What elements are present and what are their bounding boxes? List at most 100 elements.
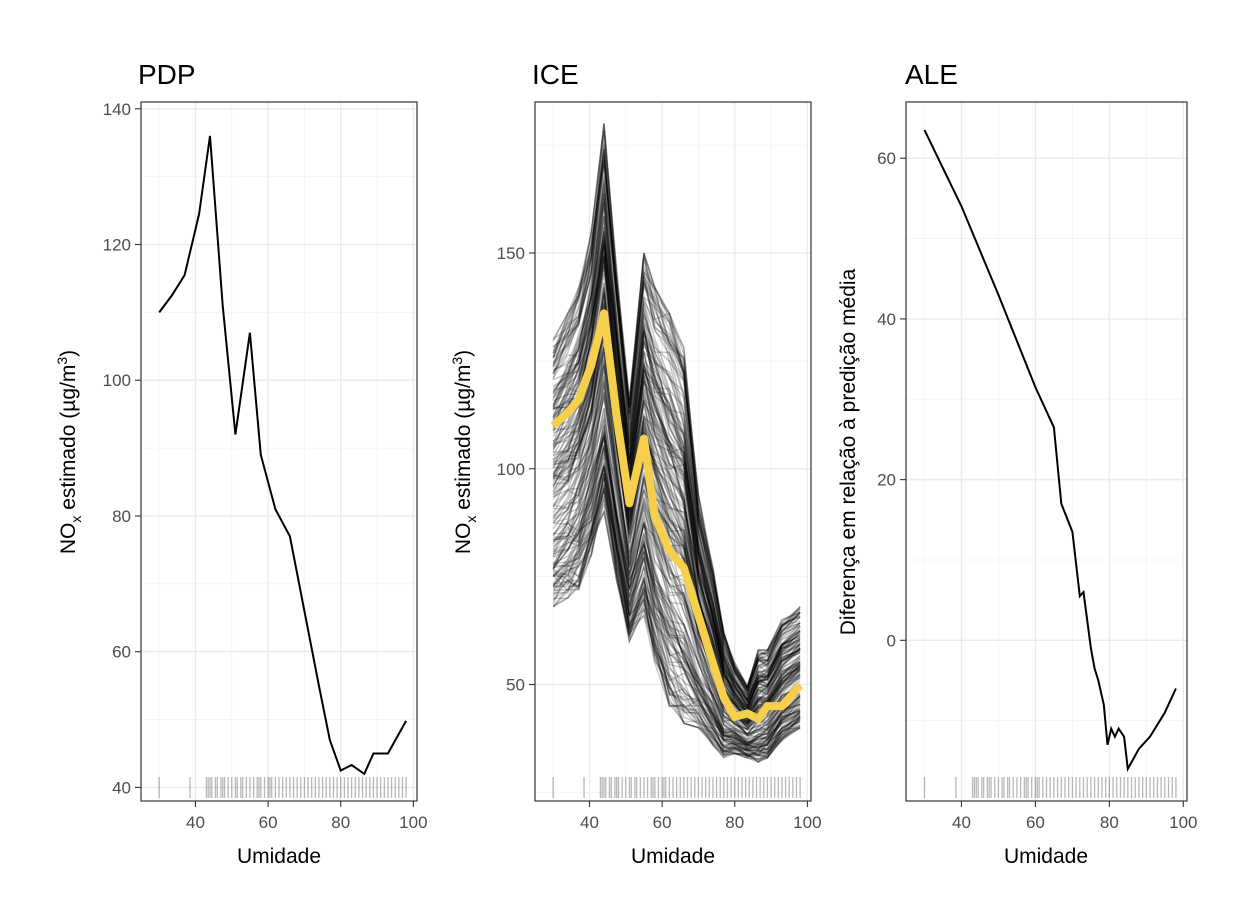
ice-curve bbox=[553, 419, 801, 741]
ice-curve bbox=[552, 233, 801, 710]
ice-curve bbox=[552, 408, 801, 745]
y-tick-label: 140 bbox=[103, 100, 131, 119]
ice-curve bbox=[552, 435, 801, 750]
ice-curve bbox=[552, 316, 801, 719]
ice-curve bbox=[552, 439, 801, 748]
ice-curve bbox=[552, 477, 801, 755]
ice-curve bbox=[552, 472, 801, 758]
ice-curve bbox=[552, 305, 801, 724]
ice-curve bbox=[552, 383, 801, 741]
ice-curve bbox=[552, 433, 801, 746]
ice-curve bbox=[552, 252, 801, 715]
ice-curve bbox=[552, 326, 801, 728]
ice-curve bbox=[552, 236, 801, 705]
ice-curve bbox=[552, 203, 801, 703]
y-tick-label: 100 bbox=[103, 371, 131, 390]
ice-curve bbox=[552, 190, 801, 698]
ice-curve bbox=[552, 473, 801, 751]
ice-curve bbox=[552, 435, 801, 745]
x-tick-label: 40 bbox=[580, 813, 599, 832]
x-axis-title-ale: Umidade bbox=[1004, 845, 1088, 868]
ice-curve bbox=[552, 238, 801, 708]
ice-curve bbox=[552, 346, 801, 723]
ice-curve bbox=[552, 239, 801, 709]
ice-curve bbox=[552, 216, 801, 708]
series-line bbox=[923, 129, 1177, 773]
ice-curve bbox=[552, 407, 801, 744]
x-tick-label: 100 bbox=[1169, 813, 1197, 832]
ice-curve bbox=[552, 242, 801, 711]
ice-curve bbox=[552, 445, 801, 750]
ice-curve bbox=[552, 477, 801, 756]
x-tick-label: 80 bbox=[1100, 813, 1119, 832]
ice-curve bbox=[552, 152, 801, 693]
x-tick-label: 40 bbox=[186, 813, 205, 832]
ice-curve bbox=[552, 194, 801, 696]
ice-curve bbox=[552, 452, 801, 757]
y-tick-label: 40 bbox=[877, 310, 896, 329]
ice-curve bbox=[552, 182, 801, 694]
ice-curve bbox=[552, 247, 801, 712]
ice-curve bbox=[552, 261, 801, 713]
ice-curve bbox=[552, 322, 801, 725]
ice-curve bbox=[552, 447, 801, 749]
ice-curve bbox=[552, 253, 801, 715]
ice-curve bbox=[552, 391, 801, 732]
x-tick-label: 60 bbox=[653, 813, 672, 832]
panel-title-pdp: PDP bbox=[138, 59, 196, 90]
ice-curve bbox=[552, 198, 801, 697]
y-tick-label: 100 bbox=[497, 460, 525, 479]
y-axis-title-ale: Diferença em relação à predição média bbox=[837, 268, 860, 635]
ice-curve bbox=[552, 123, 801, 693]
ice-curve bbox=[552, 486, 801, 757]
ice-curve bbox=[552, 152, 801, 690]
ice-curve bbox=[552, 491, 801, 761]
ice-curve bbox=[552, 435, 801, 745]
y-tick-label: 60 bbox=[112, 643, 131, 662]
ice-curve bbox=[552, 184, 801, 697]
ice-curve bbox=[552, 235, 801, 708]
ice-curve bbox=[553, 239, 801, 710]
ice-curve bbox=[552, 175, 801, 692]
ice-curve bbox=[553, 430, 801, 742]
ice-curve bbox=[552, 391, 801, 735]
ice-curve bbox=[552, 273, 801, 713]
ticks-pdp: 40 60 80 100 40 60 80 100 120 140 bbox=[103, 100, 428, 832]
ice-curve bbox=[552, 473, 801, 757]
ice-curve bbox=[552, 192, 801, 704]
grid-ice bbox=[535, 102, 811, 801]
ice-curve bbox=[552, 239, 801, 702]
x-tick-label: 80 bbox=[725, 813, 744, 832]
ice-curve bbox=[552, 319, 801, 717]
ice-curve bbox=[552, 438, 801, 744]
ice-curve bbox=[552, 351, 801, 727]
ice-curve bbox=[552, 244, 801, 710]
ice-curve bbox=[552, 282, 801, 716]
ice-curve bbox=[552, 462, 801, 751]
y-axis-title-pdp: NOx estimado (µg/m3) bbox=[54, 350, 84, 554]
ice-curve bbox=[552, 148, 801, 690]
grid-ale bbox=[906, 102, 1187, 801]
marks-pdp bbox=[158, 135, 407, 798]
ice-curve bbox=[552, 424, 801, 741]
ice-curve bbox=[552, 166, 801, 692]
ice-curve bbox=[552, 130, 801, 689]
ice-curve bbox=[553, 333, 801, 721]
ice-curve bbox=[552, 345, 801, 724]
ice-curve bbox=[552, 465, 801, 751]
ice-curve bbox=[553, 418, 801, 746]
ice-curve bbox=[552, 314, 801, 720]
x-axis-title-pdp: Umidade bbox=[237, 845, 321, 868]
ice-curve bbox=[552, 149, 801, 691]
series-line bbox=[158, 135, 407, 776]
ice-curve bbox=[552, 180, 801, 698]
ice-curve bbox=[552, 160, 801, 690]
ice-curve bbox=[552, 231, 801, 701]
ice-curve bbox=[553, 496, 801, 759]
x-axis-title-ice: Umidade bbox=[631, 845, 715, 868]
ice-curve bbox=[552, 487, 801, 763]
ice-curve bbox=[552, 255, 801, 711]
ice-curve bbox=[552, 431, 801, 745]
ice-curve bbox=[553, 366, 801, 735]
ice-curve bbox=[552, 134, 801, 690]
